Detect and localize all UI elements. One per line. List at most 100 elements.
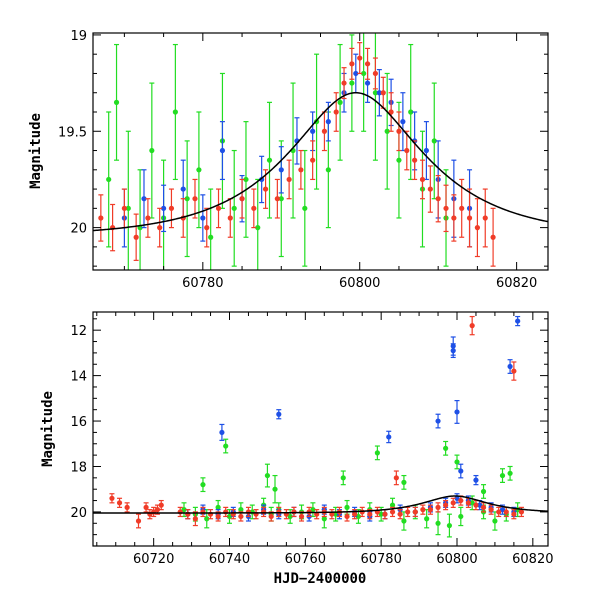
data-point [116,500,123,506]
data-point [443,445,449,451]
data-point [480,488,487,495]
data-point [192,196,198,202]
data-point [511,511,517,517]
x-tick-label: 60800 [436,552,477,567]
data-point [372,70,379,77]
x-tick-label: 60820 [512,552,553,567]
data-point [274,196,280,202]
data-point [200,215,206,221]
data-point [482,215,488,221]
data-point [243,176,249,183]
data-point [492,518,498,524]
data-point [172,109,178,115]
data-point [333,109,339,115]
data-point [184,196,190,202]
data-point [154,507,161,513]
data-point [238,513,244,520]
data-point [431,138,437,144]
data-point [278,196,284,202]
data-point [469,500,475,506]
data-point [405,509,411,515]
data-point [204,516,210,522]
series-1 [185,315,521,522]
data-point [227,215,233,221]
data-point [427,507,434,513]
data-point [397,511,403,517]
data-point [158,502,164,508]
data-point [465,500,471,506]
data-point [458,513,464,520]
data-point [503,509,509,515]
series-1 [121,53,473,248]
data-point [396,128,402,134]
data-point [264,472,271,479]
data-point [204,225,210,231]
data-point [223,509,229,515]
data-point [352,511,358,517]
data-point [219,429,225,436]
data-point [276,411,282,417]
data-point [286,176,292,183]
data-point [435,196,441,202]
top-panel-frame [92,32,549,271]
data-point [133,234,139,240]
data-point [389,509,396,515]
data-point [239,196,245,202]
data-point [325,167,331,173]
data-point [98,215,104,221]
data-point [226,513,233,520]
data-point [499,472,506,479]
data-point [181,507,187,513]
data-point [454,495,460,501]
bottom-panel-y-axis-label: Magnitude [40,391,56,467]
data-point [435,504,441,510]
data-point [396,157,402,163]
top-panel-ticks: 60780 60800 60820 19 19.5 20 [58,29,548,291]
data-point [435,520,441,526]
data-point [423,147,430,154]
data-point [215,504,221,510]
data-point [106,176,112,183]
data-point [469,323,475,329]
data-point [109,495,115,501]
data-point [380,90,386,96]
data-point [507,363,513,370]
data-point [374,450,380,456]
data-point [355,513,362,520]
data-point [310,157,316,163]
series-2 [109,315,525,529]
data-point [349,80,355,86]
data-point [344,504,350,510]
data-point [310,128,316,134]
data-point [473,477,479,483]
x-axis-label: HJD−2400000 [274,571,367,587]
data-point [340,475,346,481]
data-point [180,186,186,192]
bottom-panel-frame [92,311,549,547]
data-point [412,157,418,163]
data-point [143,504,149,510]
data-point [435,418,441,424]
data-point [480,504,487,510]
data-point [353,70,359,77]
data-point [450,348,456,354]
data-point [507,470,513,476]
data-point [341,80,347,86]
data-point [266,157,273,163]
y-tick-label: 16 [70,415,87,430]
y-tick-label: 12 [70,324,87,339]
data-point [443,205,449,211]
data-point [386,434,392,440]
data-point [113,99,120,105]
data-point [490,234,496,240]
data-point [321,128,328,134]
series-2 [98,42,496,267]
data-point [276,509,282,515]
data-point [376,90,382,96]
data-point [196,167,202,173]
x-tick-label: 60780 [182,276,223,291]
data-point [135,518,142,524]
data-point [388,109,394,115]
data-point [400,119,406,125]
data-point [443,502,449,508]
